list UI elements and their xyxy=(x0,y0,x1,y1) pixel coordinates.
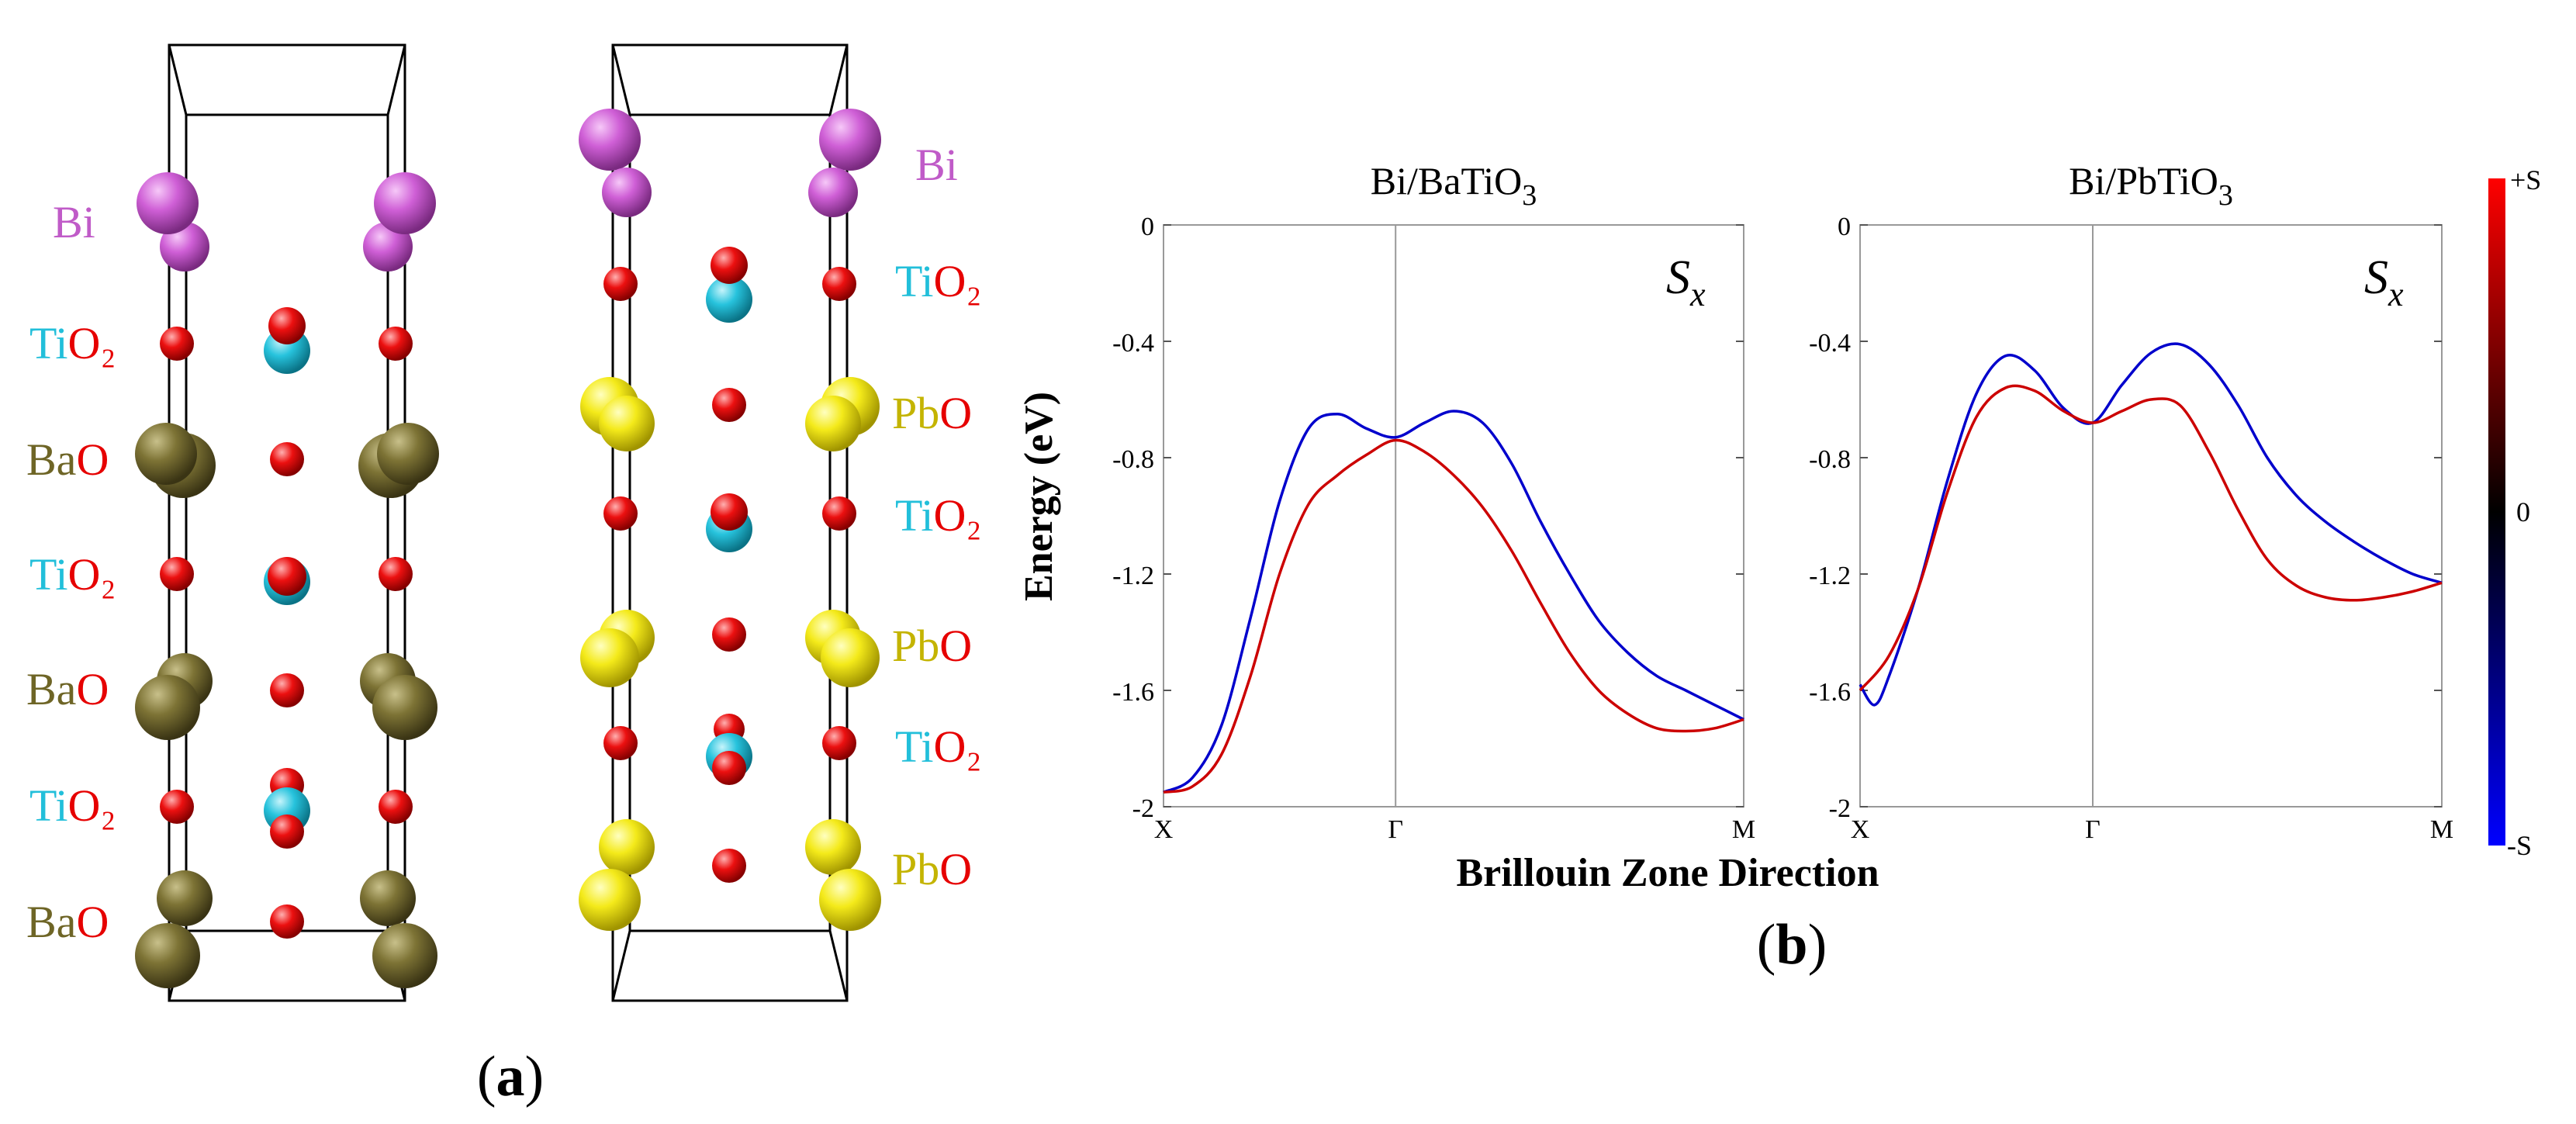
chart-bi-batio3: 0 -0.4 -0.8 -1.2 -1.6 -2X Γ M Bi/BaTiO3 Sx xyxy=(1112,159,1755,844)
x-tick-label: M xyxy=(1732,815,1755,844)
left-unit-cell-frame xyxy=(168,43,406,1002)
y-tick-label: -0.4 xyxy=(1809,329,1851,358)
x-tick-label: Γ xyxy=(2085,815,2101,844)
y-tick-label: -2 xyxy=(1829,794,1851,823)
left-label-tio2-3: TiO₂ xyxy=(29,780,116,831)
x-tick-label: M xyxy=(2430,815,2453,844)
y-axis-label: Energy (eV) xyxy=(1017,392,1061,601)
left-label-bao-2: BaO xyxy=(26,664,109,714)
chart-title: Bi/BaTiO3 xyxy=(1371,159,1537,212)
x-axis-label: Brillouin Zone Direction xyxy=(1456,851,1879,895)
right-label-tio2-3: TiO₂ xyxy=(895,721,982,772)
y-tick-label: -1.2 xyxy=(1112,562,1154,590)
colorbar: +S 0 -S xyxy=(2488,164,2541,861)
panel-b-caption: (b) xyxy=(1757,913,1827,977)
left-label-tio2-1: TiO₂ xyxy=(29,318,116,368)
chart-bi-pbtio3: 0 -0.4 -0.8 -1.2 -1.6 -2X Γ M Bi/PbTiO3 Sx xyxy=(1809,159,2453,844)
plot-frame xyxy=(1163,224,1744,808)
y-tick-label: -1.6 xyxy=(1112,678,1154,707)
y-tick-label: -0.4 xyxy=(1112,329,1154,358)
colorbar-gradient xyxy=(2488,178,2505,846)
left-layer-labels: Bi TiO₂ BaO TiO₂ BaO TiO₂ BaO xyxy=(26,197,116,947)
x-tick-label: X xyxy=(1154,815,1174,844)
band-line-blue xyxy=(1859,342,2443,707)
annotation-subscript: x xyxy=(1689,275,1706,313)
y-tick-label: 0 xyxy=(1141,213,1154,241)
right-label-pbo-3: PbO xyxy=(892,844,972,894)
plot-frame xyxy=(1859,224,2443,808)
left-label-tio2-2: TiO₂ xyxy=(29,549,116,600)
annotation-main: S xyxy=(2364,251,2388,304)
chart-title: Bi/PbTiO3 xyxy=(2069,159,2233,212)
right-label-tio2-1: TiO₂ xyxy=(895,256,982,306)
left-label-bao-1: BaO xyxy=(26,434,109,485)
y-tick-label: -2 xyxy=(1132,794,1154,823)
y-tick-label: 0 xyxy=(1838,213,1851,241)
right-structure-atoms xyxy=(579,109,881,931)
right-label-tio2-2: TiO₂ xyxy=(895,490,982,541)
chart-title-main: Bi/PbTiO xyxy=(2069,159,2218,202)
annotation-main: S xyxy=(1666,251,1690,304)
band-line-blue xyxy=(1163,410,1744,794)
band-line-red xyxy=(1163,438,1744,794)
chart-title-subscript: 3 xyxy=(2218,179,2233,212)
x-tick-label: Γ xyxy=(1388,815,1403,844)
left-label-bi: Bi xyxy=(53,197,95,247)
right-layer-labels: Bi TiO₂ PbO TiO₂ PbO TiO₂ PbO xyxy=(892,140,982,894)
left-label-bao-3: BaO xyxy=(26,897,109,947)
y-tick-label: -1.6 xyxy=(1809,678,1851,707)
right-label-bi: Bi xyxy=(915,140,958,190)
x-tick-label: X xyxy=(1851,815,1870,844)
colorbar-bottom-label: -S xyxy=(2507,830,2532,861)
chart-title-subscript: 3 xyxy=(1522,179,1537,212)
panel-a-structures: Bi TiO₂ BaO TiO₂ BaO TiO₂ BaO Bi TiO₂ Pb… xyxy=(26,43,982,1108)
spin-component-annotation: Sx xyxy=(1666,251,1706,313)
panel-a-caption: (a) xyxy=(477,1045,544,1108)
right-label-pbo-2: PbO xyxy=(892,621,972,671)
right-label-pbo-1: PbO xyxy=(892,388,972,438)
y-tick-label: -0.8 xyxy=(1112,445,1154,474)
colorbar-middle-label: 0 xyxy=(2516,496,2530,527)
y-tick-label: -0.8 xyxy=(1809,445,1851,474)
spin-component-annotation: Sx xyxy=(2364,251,2404,313)
band-line-red xyxy=(1859,384,2443,692)
left-structure-atoms xyxy=(135,172,439,988)
annotation-subscript: x xyxy=(2388,275,2404,313)
y-tick-label: -1.2 xyxy=(1809,562,1851,590)
chart-title-main: Bi/BaTiO xyxy=(1371,159,1522,202)
colorbar-top-label: +S xyxy=(2510,164,2541,195)
